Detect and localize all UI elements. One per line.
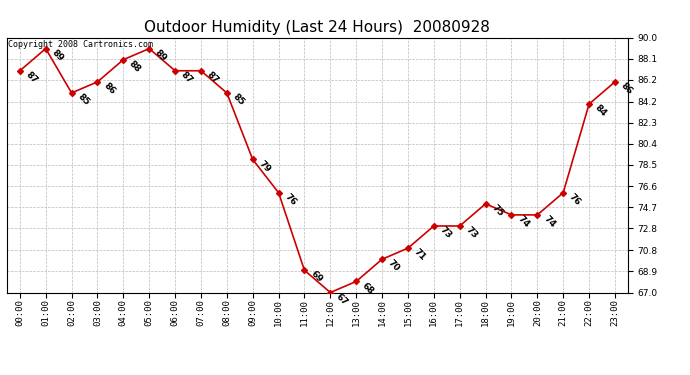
Text: 84: 84 xyxy=(593,103,609,118)
Text: 69: 69 xyxy=(308,270,324,285)
Text: 85: 85 xyxy=(231,92,246,107)
Text: 74: 74 xyxy=(542,214,557,230)
Text: 68: 68 xyxy=(360,281,375,296)
Text: 85: 85 xyxy=(76,92,91,107)
Text: 71: 71 xyxy=(412,248,427,262)
Text: 86: 86 xyxy=(101,81,117,96)
Text: 87: 87 xyxy=(179,70,195,85)
Text: 89: 89 xyxy=(153,48,168,63)
Text: 70: 70 xyxy=(386,258,402,274)
Text: Copyright 2008 Cartronics.com: Copyright 2008 Cartronics.com xyxy=(8,40,152,49)
Text: 75: 75 xyxy=(490,203,505,218)
Title: Outdoor Humidity (Last 24 Hours)  20080928: Outdoor Humidity (Last 24 Hours) 2008092… xyxy=(144,20,491,35)
Text: 76: 76 xyxy=(567,192,582,207)
Text: 89: 89 xyxy=(50,48,65,63)
Text: 79: 79 xyxy=(257,159,273,174)
Text: 76: 76 xyxy=(283,192,298,207)
Text: 73: 73 xyxy=(464,225,479,240)
Text: 88: 88 xyxy=(128,59,143,74)
Text: 87: 87 xyxy=(205,70,220,85)
Text: 86: 86 xyxy=(619,81,634,96)
Text: 87: 87 xyxy=(24,70,39,85)
Text: 74: 74 xyxy=(515,214,531,230)
Text: 67: 67 xyxy=(335,292,350,307)
Text: 73: 73 xyxy=(438,225,453,240)
